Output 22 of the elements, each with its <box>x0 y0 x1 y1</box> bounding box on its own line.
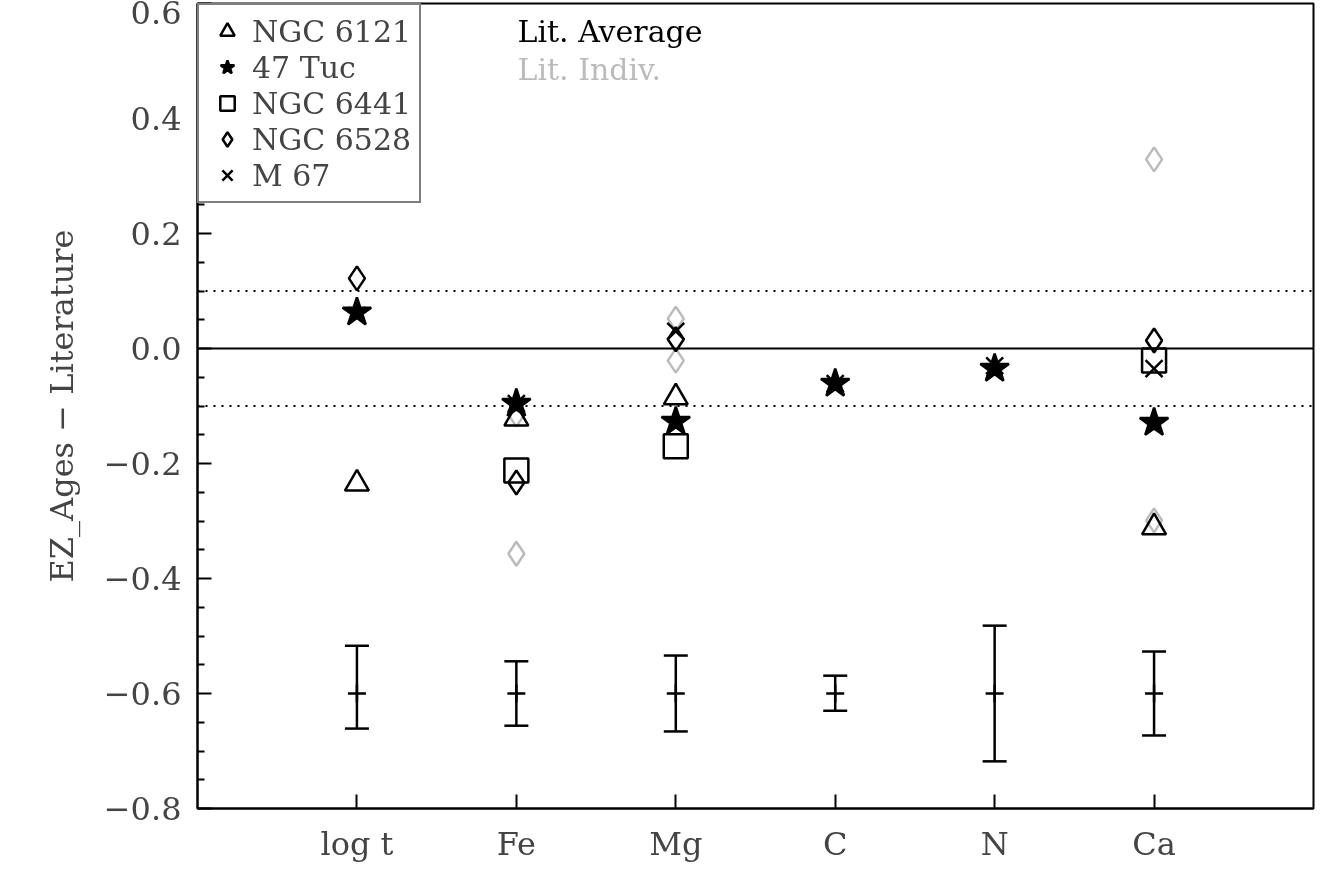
legend-label: M 67 <box>252 157 331 193</box>
annotation: Lit. Average <box>517 13 703 49</box>
legend-label: NGC 6121 <box>252 13 412 49</box>
legend-label: NGC 6528 <box>252 121 412 157</box>
x-tick-label: Fe <box>496 824 537 863</box>
y-tick-label: 0.6 <box>130 0 182 32</box>
y-tick-label: −0.6 <box>103 675 182 713</box>
y-tick-label: 0.4 <box>130 100 182 138</box>
x-tick-label: Ca <box>1132 824 1176 863</box>
y-tick-label: −0.4 <box>103 560 182 598</box>
x-tick-label: C <box>822 824 848 863</box>
annotation: Lit. Indiv. <box>517 51 662 87</box>
y-tick-label: 0.2 <box>130 215 182 253</box>
y-tick-label: −0.8 <box>103 790 182 828</box>
y-tick-label: 0.0 <box>130 330 182 368</box>
y-tick-label: −0.2 <box>103 445 182 483</box>
x-tick-label: Mg <box>649 824 703 863</box>
legend-label: NGC 6441 <box>252 85 412 121</box>
x-tick-label: log t <box>320 824 394 863</box>
x-tick-label: N <box>980 824 1009 863</box>
y-axis-title: EZ_Ages − Literature <box>42 229 81 583</box>
legend-label: 47 Tuc <box>252 49 356 85</box>
